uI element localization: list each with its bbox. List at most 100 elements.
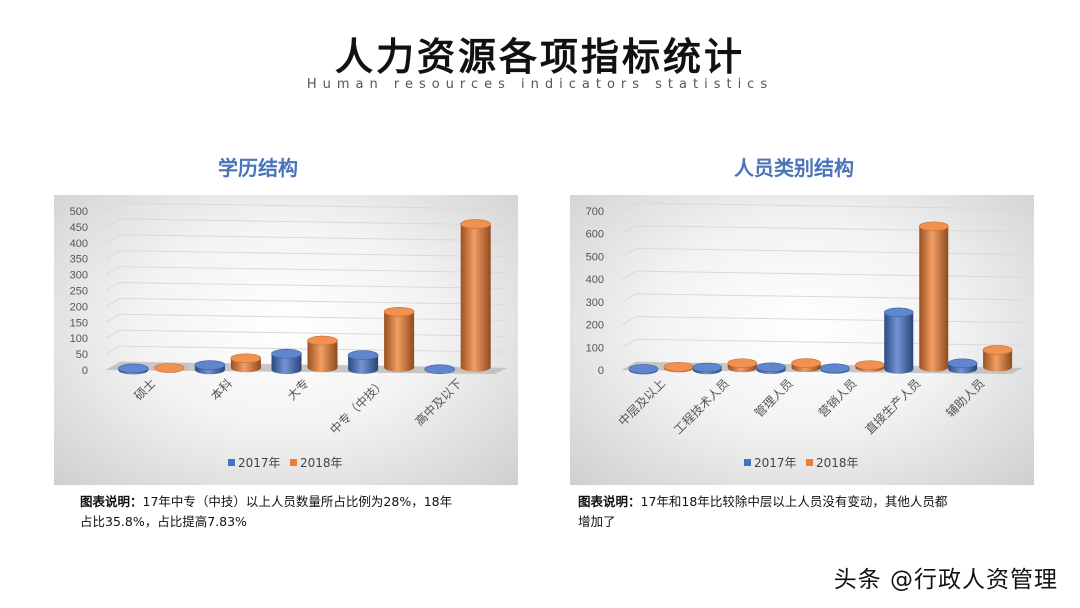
bar-top	[154, 363, 185, 373]
gridline	[119, 250, 508, 258]
chart-title-category: 人员类别结构	[734, 156, 854, 180]
y-tick-label: 600	[586, 229, 604, 241]
gridline	[635, 202, 1024, 210]
bar-2017-1	[692, 362, 723, 375]
y-tick-label: 150	[70, 317, 88, 329]
x-category-label: 辅助人员	[943, 376, 987, 420]
gridline	[635, 293, 1024, 301]
y-tick-label: 300	[70, 270, 88, 282]
gridline	[119, 313, 508, 321]
caption-category: 图表说明：17年和18年比较除中层以上人员没有变动，其他人员都 增加了	[578, 492, 998, 532]
gridline	[119, 234, 508, 242]
bar-top	[383, 306, 415, 317]
x-category-label: 大专	[284, 376, 312, 404]
watermark: 头条 @行政人资管理	[833, 567, 1058, 593]
legend-swatch	[228, 459, 235, 466]
page-title: 人力资源各项指标统计	[334, 35, 745, 79]
gridline	[621, 202, 637, 212]
bar-2018-4	[460, 219, 492, 372]
x-category-label: 管理人员	[751, 376, 796, 421]
gridline	[119, 266, 508, 274]
x-category-label: 工程技术人员	[670, 376, 732, 438]
caption-text-line1: 17年中专（中技）以上人员数量所占比例为28%，18年	[142, 494, 453, 509]
bar-top	[982, 345, 1013, 355]
bar-top	[424, 364, 456, 374]
gridline	[635, 338, 1024, 346]
bar-top	[791, 358, 821, 368]
gridline	[621, 293, 637, 303]
bar-top	[628, 364, 659, 374]
x-category-label: 直接生产人员	[862, 376, 924, 438]
chart-svg-category: 700 600 500 400 300 200 100 0 中层及以上 工程技术人员 管理人员 营销人…	[586, 202, 1024, 470]
gridline	[635, 316, 1024, 324]
bar-top	[663, 362, 694, 372]
bar-body	[348, 355, 379, 374]
gridline	[119, 297, 508, 305]
gridline	[635, 270, 1024, 278]
y-tick-label: 350	[70, 254, 88, 266]
bar-2018-1	[727, 358, 758, 373]
gridline	[621, 316, 637, 326]
legend-swatch	[290, 459, 297, 466]
gridline	[105, 329, 121, 339]
y-tick-label: 450	[70, 222, 88, 234]
bar-top	[756, 362, 786, 373]
bar-top	[727, 358, 758, 369]
legend-swatch	[806, 459, 813, 466]
caption-text-line2: 占比35.8%，占比提高7.83%	[80, 514, 247, 529]
bar-body	[271, 353, 302, 375]
gridline	[119, 329, 508, 337]
bar-2017-0	[118, 363, 149, 375]
bar-2017-4	[424, 364, 456, 374]
y-tick-label: 250	[70, 286, 88, 298]
bar-top	[347, 350, 379, 360]
bar-body	[460, 224, 491, 372]
gridline	[621, 338, 637, 348]
caption-education: 图表说明：17年中专（中技）以上人员数量所占比例为28%，18年 占比35.8%…	[80, 492, 500, 532]
bar-2018-3	[383, 306, 415, 372]
gridline	[105, 250, 121, 260]
x-category-label: 高中及以下	[412, 376, 465, 429]
bar-top	[230, 353, 262, 364]
bar-2017-3	[347, 350, 379, 374]
bar-2018-5	[982, 345, 1013, 372]
gridline	[105, 266, 121, 276]
legend: 2017年 2018年	[744, 456, 859, 470]
y-tick-label: 50	[76, 349, 88, 361]
y-tick-label: 100	[586, 342, 604, 354]
gridline	[105, 282, 121, 291]
legend-label: 2017年	[238, 456, 281, 470]
caption-text-line2: 增加了	[578, 514, 616, 529]
bar-top	[918, 221, 949, 232]
legend-swatch	[744, 459, 751, 466]
bar-body	[884, 312, 914, 374]
y-tick-label: 0	[598, 365, 604, 377]
bar-2018-1	[230, 353, 262, 373]
bar-2017-0	[628, 364, 659, 375]
bar-2017-2	[271, 348, 302, 375]
bar-body	[919, 226, 949, 372]
caption-label: 图表说明：	[578, 494, 641, 509]
legend-label: 2017年	[754, 456, 797, 470]
gridline	[621, 270, 637, 280]
y-tick-label: 500	[70, 206, 88, 218]
bar-top	[947, 358, 978, 369]
y-tick-label: 300	[586, 297, 604, 309]
chart-title-education: 学历结构	[218, 156, 298, 180]
bar-2017-5	[947, 358, 978, 374]
bar-2017-3	[820, 363, 850, 374]
x-category-label: 本科	[208, 376, 235, 403]
y-tick-label: 700	[586, 206, 604, 218]
bar-2017-4	[883, 307, 914, 374]
y-tick-label: 500	[586, 251, 604, 263]
y-tick-label: 200	[586, 320, 604, 332]
gridline	[621, 247, 637, 257]
bar-top	[118, 363, 149, 374]
gridline	[119, 218, 508, 226]
caption-label: 图表说明：	[80, 494, 143, 509]
bar-body	[983, 349, 1013, 372]
bar-top	[820, 363, 850, 374]
bar-body	[384, 311, 415, 372]
y-tick-label: 0	[82, 365, 88, 377]
x-category-label: 硕士	[132, 376, 159, 403]
